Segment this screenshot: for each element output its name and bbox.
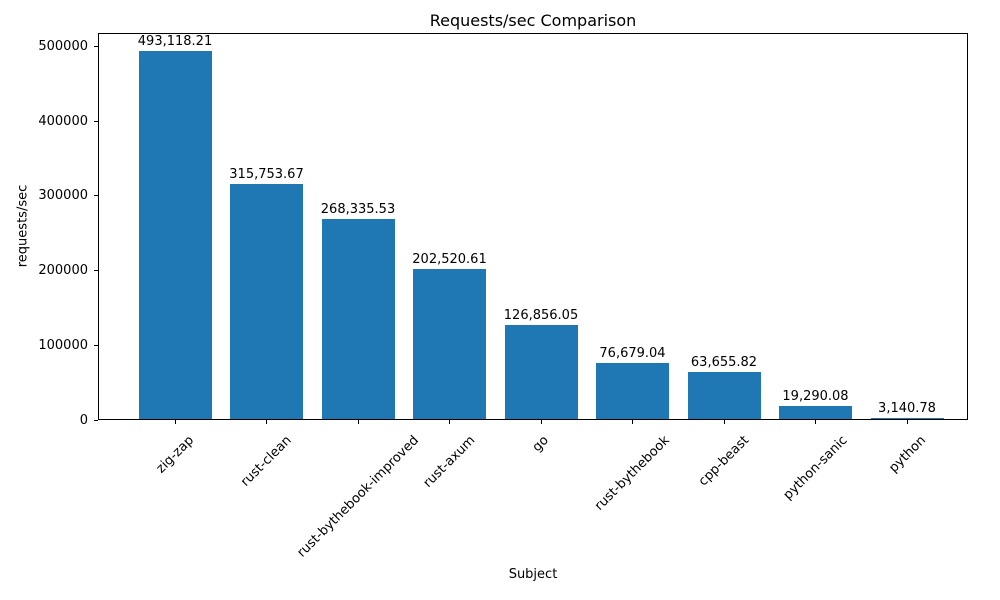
bar — [504, 325, 578, 420]
bar-value-label: 76,679.04 — [599, 345, 666, 361]
bar-value-label: 315,753.67 — [229, 166, 304, 182]
x-tick — [906, 420, 908, 424]
bar-value-label: 126,856.05 — [503, 308, 579, 324]
y-tick — [94, 120, 98, 122]
y-tick-label: 0 — [79, 412, 88, 428]
x-tick-label: python-sanic — [780, 433, 851, 503]
x-tick-label: python — [885, 433, 929, 476]
x-tick-label: zig-zap — [153, 433, 197, 477]
y-tick-label: 300000 — [38, 188, 88, 204]
y-tick-label: 200000 — [38, 263, 88, 278]
x-tick — [357, 420, 359, 424]
bar — [596, 362, 669, 420]
x-tick-label: rust-axum — [420, 433, 479, 491]
bar — [687, 372, 761, 420]
x-tick — [449, 420, 450, 424]
bar — [779, 405, 852, 420]
x-tick-label: go — [530, 433, 553, 456]
bar — [138, 51, 212, 420]
x-tick-label: cpp-beast — [696, 433, 753, 490]
y-tick — [94, 195, 98, 197]
bar-value-label: 19,290.08 — [782, 388, 849, 404]
bar — [413, 268, 486, 420]
chart-title: Requests/sec Comparison — [429, 11, 637, 30]
x-tick — [266, 420, 267, 424]
x-tick — [540, 420, 542, 424]
bar — [321, 219, 395, 420]
x-tick — [723, 420, 725, 424]
bar-value-label: 202,520.61 — [412, 251, 487, 267]
y-tick — [94, 45, 98, 47]
bar-value-label: 63,655.82 — [690, 355, 758, 371]
x-tick — [815, 420, 816, 424]
x-tick-label: rust-bythebook-improved — [294, 433, 422, 561]
bar-value-label: 493,118.21 — [137, 34, 213, 50]
x-tick-label: rust-clean — [238, 433, 295, 490]
y-tick — [94, 419, 98, 421]
bar-value-label: 268,335.53 — [320, 202, 396, 218]
x-tick — [174, 420, 176, 424]
bar — [230, 183, 303, 420]
x-tick — [632, 420, 633, 424]
y-axis-label: requests/sec — [15, 184, 31, 268]
x-axis-label: Subject — [508, 567, 558, 582]
bar-value-label: 3,140.78 — [878, 400, 936, 416]
y-tick-label: 100000 — [38, 337, 88, 353]
y-tick — [94, 344, 98, 346]
y-tick-label: 500000 — [38, 38, 88, 54]
bar — [870, 417, 944, 420]
y-tick-label: 400000 — [38, 113, 88, 129]
x-tick-label: rust-bythebook — [592, 433, 673, 514]
y-tick — [94, 270, 98, 271]
